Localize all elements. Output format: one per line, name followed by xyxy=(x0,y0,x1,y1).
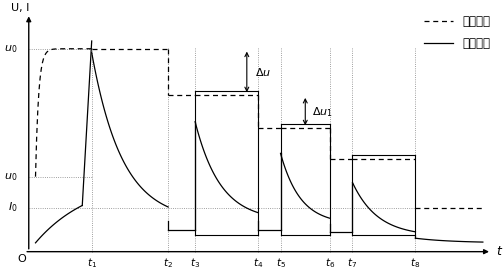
Text: $t_1$: $t_1$ xyxy=(87,256,97,270)
Text: O: O xyxy=(18,254,26,264)
Text: $I_0$: $I_0$ xyxy=(8,201,18,215)
Text: $t_3$: $t_3$ xyxy=(190,256,200,270)
Text: $t_4$: $t_4$ xyxy=(253,256,263,270)
Text: $t_5$: $t_5$ xyxy=(276,256,286,270)
Text: $t_7$: $t_7$ xyxy=(347,256,357,270)
Text: $t_6$: $t_6$ xyxy=(325,256,335,270)
Legend: 充电电压, 充电电流: 充电电压, 充电电流 xyxy=(419,10,495,55)
Text: $\Delta u_1$: $\Delta u_1$ xyxy=(312,105,333,118)
Text: $t_2$: $t_2$ xyxy=(163,256,173,270)
Text: $t_8$: $t_8$ xyxy=(410,256,420,270)
Text: U, I: U, I xyxy=(11,4,29,13)
Text: t: t xyxy=(496,245,501,258)
Text: $u_0$: $u_0$ xyxy=(4,43,18,55)
Text: $\Delta u$: $\Delta u$ xyxy=(255,66,271,78)
Text: $u_0$: $u_0$ xyxy=(4,171,18,183)
